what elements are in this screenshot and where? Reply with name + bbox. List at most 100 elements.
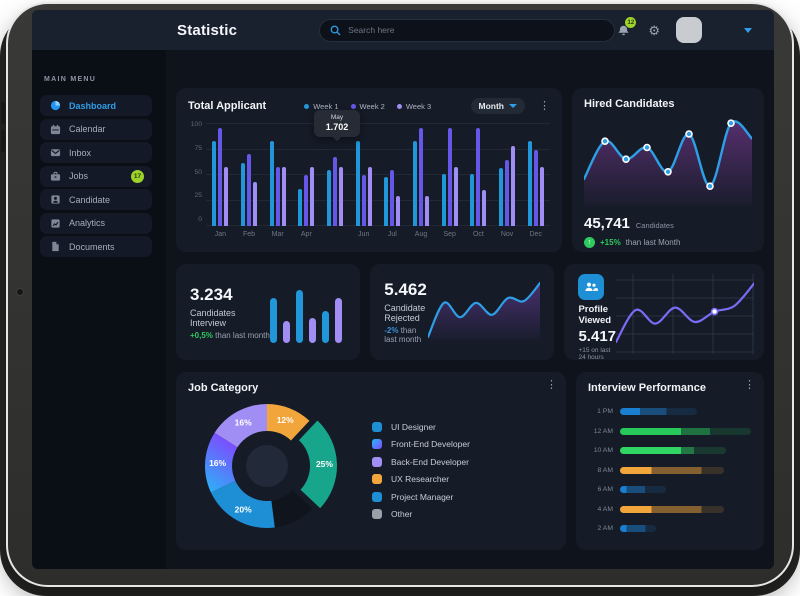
x-tick-label: Jan (214, 231, 226, 238)
sidebar-item-candidate[interactable]: Candidate (40, 189, 152, 210)
avatar[interactable] (676, 17, 702, 43)
settings-gear-icon[interactable]: ⚙ (648, 22, 660, 38)
performance-track (620, 427, 752, 435)
sidebar-item-analytics[interactable]: Analytics (40, 212, 152, 234)
performance-track (620, 447, 752, 454)
legend-swatch-icon (372, 439, 382, 450)
bar-week-2 (505, 159, 510, 226)
y-tick-label: 50 (194, 168, 202, 176)
sidebar-menu: Dashboard Calendar Inbox Jobs 17 Candidate Ana… (32, 95, 166, 257)
sidebar-item-calendar[interactable]: Calendar (40, 118, 152, 140)
rejected-mini-line-chart (427, 280, 542, 345)
dashboard-icon (50, 100, 61, 111)
mini-bar (296, 290, 304, 343)
bell-icon (616, 22, 632, 37)
main-content: Total Applicant Week 1 Week 2 Week 3 Month… (166, 50, 774, 569)
bar-week-2 (247, 153, 251, 226)
tablet-frame: Statistic 12 ⚙ (6, 2, 794, 587)
performance-bar (620, 447, 726, 454)
camera-dot (16, 288, 24, 296)
mini-bar (309, 318, 317, 343)
period-dropdown[interactable]: Month (470, 98, 525, 114)
search-input[interactable] (348, 25, 605, 35)
performance-row: 12 AM (588, 426, 752, 437)
performance-track (620, 466, 752, 474)
sidebar-heading: MAIN MENU (44, 76, 97, 83)
sidebar-item-dashboard[interactable]: Dashboard (40, 95, 152, 116)
legend-swatch-icon (372, 491, 382, 502)
bar-week-1 (384, 177, 389, 226)
chart-tooltip: May 1.702 (314, 110, 360, 137)
gridline (206, 199, 550, 201)
sidebar-item-label: Analytics (69, 218, 106, 228)
bar-week-3 (339, 166, 344, 226)
performance-track (620, 408, 752, 415)
bar-week-2 (447, 128, 452, 226)
rejected-delta: -2% (384, 326, 399, 335)
bar-week-1 (499, 167, 504, 226)
hired-unit: Candidates (635, 221, 674, 230)
volume-down-button (1, 130, 5, 152)
bar-week-3 (367, 166, 372, 226)
job-category-card: Job Category ⋮ 12% 25% 20% 16% 16% UI Design… (176, 372, 566, 550)
total-applicant-card: Total Applicant Week 1 Week 2 Week 3 Month… (176, 88, 562, 252)
legend-item: Back-End Developer (372, 456, 470, 467)
svg-text:16%: 16% (235, 418, 252, 428)
rejected-label: Candidate Rejected (384, 303, 426, 323)
user-menu-chevron-icon[interactable] (744, 27, 752, 33)
notifications-button[interactable]: 12 (616, 17, 637, 38)
legend-item: Other (372, 509, 470, 520)
bar-week-3 (511, 146, 516, 226)
performance-bar (620, 466, 725, 474)
bar-week-1 (441, 173, 446, 226)
bar-week-2 (333, 156, 338, 226)
performance-row: 8 AM (588, 465, 752, 476)
documents-icon (50, 241, 61, 252)
sidebar-item-label: Jobs (69, 171, 89, 181)
performance-row-label: 4 AM (597, 505, 614, 513)
profile-line-chart (614, 274, 756, 359)
x-tick-label: Oct (472, 231, 484, 238)
bar-week-2 (361, 175, 366, 226)
bar-week-1 (269, 141, 274, 226)
jobs-count-badge: 17 (131, 169, 144, 183)
bar-group: Jun (349, 124, 378, 242)
volume-up-button (1, 102, 5, 124)
performance-bar (620, 427, 751, 435)
bar-week-1 (527, 141, 532, 226)
mini-bar (270, 298, 278, 343)
bar-week-1 (298, 189, 303, 226)
legend-item: UI Designer (372, 421, 470, 432)
sidebar-item-documents[interactable]: Documents (40, 236, 152, 257)
sidebar-item-label: Calendar (69, 124, 106, 134)
y-tick-label: 25 (194, 192, 202, 200)
performance-bar (620, 486, 667, 493)
x-tick-label: Mar (271, 231, 284, 238)
hired-delta-text: than last Month (625, 238, 681, 247)
legend-item: Week 2 (350, 102, 385, 111)
bar-week-2 (218, 128, 223, 226)
bar-group: Nov (493, 124, 522, 242)
kebab-menu-icon[interactable]: ⋮ (546, 379, 557, 391)
x-tick-label: Feb (242, 231, 256, 238)
kebab-menu-icon[interactable]: ⋮ (539, 99, 550, 112)
hired-delta: +15% (600, 238, 621, 247)
sidebar-item-inbox[interactable]: Inbox (40, 142, 152, 163)
legend-label: UX Researcher (391, 474, 450, 485)
x-tick-label: Apr (300, 231, 312, 238)
legend-label: UI Designer (391, 421, 436, 432)
sidebar-item-label: Inbox (69, 147, 92, 158)
sidebar-item-jobs[interactable]: Jobs 17 (40, 165, 152, 187)
bar-group: Mar (263, 124, 292, 242)
performance-row: 1 PM (588, 406, 752, 417)
y-tick-label: 0 (198, 216, 202, 223)
y-tick-label: 100 (190, 121, 202, 128)
bar-week-3 (425, 196, 430, 226)
bar-week-1 (241, 162, 245, 226)
legend-dot-icon (350, 103, 356, 109)
kebab-menu-icon[interactable]: ⋮ (744, 379, 755, 391)
legend-label: Front-End Developer (391, 439, 470, 450)
legend-swatch-icon (372, 509, 382, 520)
x-tick-label: Jun (358, 231, 370, 238)
search-bar[interactable] (319, 18, 616, 42)
